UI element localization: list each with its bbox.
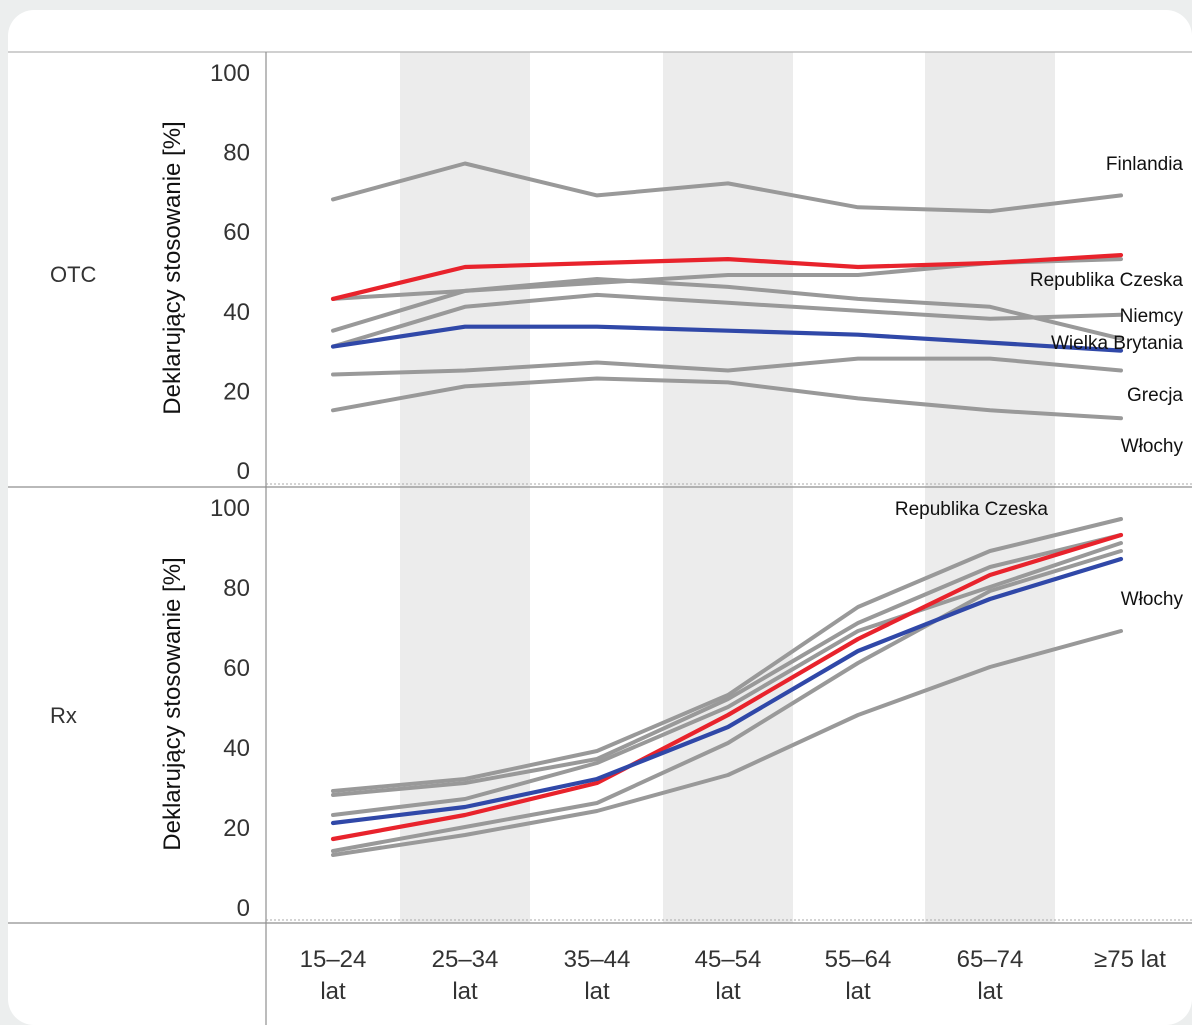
x-tick-label: 35–44 xyxy=(564,946,631,973)
chart-frame xyxy=(8,51,1192,1025)
series-line xyxy=(331,292,1123,349)
y-tick-label: 60 xyxy=(223,219,250,246)
series-line xyxy=(331,533,1123,797)
chart-card: OTC Rx Deklarujący stosowanie [%] Deklar… xyxy=(8,10,1192,1025)
annotation-finlandia: Finlandia xyxy=(1106,154,1184,175)
series-line xyxy=(331,277,1123,341)
x-tick-label-line2: lat xyxy=(845,978,871,1005)
y-tick-label: 60 xyxy=(223,655,250,682)
series-line xyxy=(331,629,1123,857)
annotation-grecja: Grecja xyxy=(1127,385,1183,406)
y-tick-label: 40 xyxy=(223,299,250,326)
x-tick-label: ≥75 lat xyxy=(1094,946,1166,973)
series-lines xyxy=(330,161,1124,857)
x-tick-label-line2: lat xyxy=(584,978,610,1005)
annotation-wielka-brytania: Wielka Brytania xyxy=(1051,333,1183,354)
series-line xyxy=(331,356,1123,377)
series-line xyxy=(330,556,1124,826)
panel-label-otc: OTC xyxy=(50,262,97,287)
chart-svg: OTC Rx Deklarujący stosowanie [%] Deklar… xyxy=(8,51,1192,1025)
annotation-republika-czeska-otc: Republika Czeska xyxy=(1030,270,1184,291)
x-tick-label-line2: lat xyxy=(452,978,478,1005)
y-tick-label: 40 xyxy=(223,735,250,762)
x-tick-label: 55–64 xyxy=(825,946,892,973)
y-tick-label: 20 xyxy=(223,815,250,842)
y-ticks: 0 20 40 60 80 100 0 20 40 60 80 100 xyxy=(210,60,250,922)
y-tick-label: 20 xyxy=(223,378,250,405)
y-tick-label: 80 xyxy=(223,575,250,602)
y-tick-label: 80 xyxy=(223,140,250,167)
series-line xyxy=(331,376,1123,421)
x-tick-label: 15–24 xyxy=(300,946,367,973)
x-tick-label-line2: lat xyxy=(715,978,741,1005)
panel-label-rx: Rx xyxy=(50,703,77,728)
x-tick-label: 65–74 xyxy=(957,946,1024,973)
x-tick-label-line2: lat xyxy=(977,978,1003,1005)
annotation-republika-czeska-rx: Republika Czeska xyxy=(895,499,1049,520)
annotation-wlochy-otc: Włochy xyxy=(1121,436,1184,457)
y-axis-label-rx: Deklarujący stosowanie [%] xyxy=(159,557,186,850)
y-tick-label: 0 xyxy=(237,458,250,485)
series-line xyxy=(331,541,1123,817)
x-tick-label: 45–54 xyxy=(695,946,762,973)
x-ticks: 15–24 lat 25–34 lat 35–44 lat 45–54 lat 55–64 lat… xyxy=(300,946,1167,1005)
y-tick-label: 100 xyxy=(210,495,250,522)
series-line xyxy=(331,161,1123,214)
y-axis-label-otc: Deklarujący stosowanie [%] xyxy=(159,121,186,414)
x-tick-label-line2: lat xyxy=(320,978,346,1005)
series-line xyxy=(330,324,1124,353)
annotation-niemcy: Niemcy xyxy=(1120,306,1184,327)
y-tick-label: 100 xyxy=(210,60,250,87)
series-line xyxy=(330,253,1124,301)
series-line xyxy=(331,517,1123,793)
series-line xyxy=(331,549,1123,853)
annotation-wlochy-rx: Włochy xyxy=(1121,589,1184,610)
x-tick-label: 25–34 xyxy=(432,946,499,973)
y-tick-label: 0 xyxy=(237,895,250,922)
series-line xyxy=(330,532,1124,842)
